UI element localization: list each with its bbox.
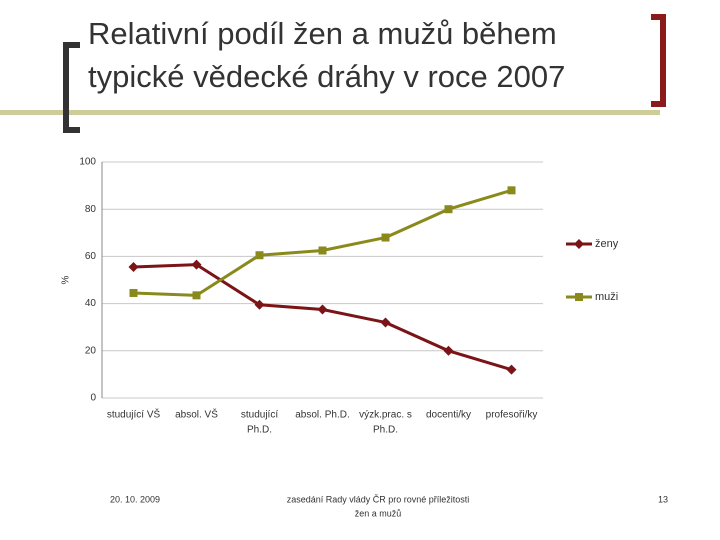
legend-marker: [574, 239, 584, 249]
y-tick-label: 40: [85, 298, 97, 309]
data-point: [255, 251, 264, 260]
footer-date: 20. 10. 2009: [110, 494, 160, 504]
legend-label: muži: [595, 291, 618, 303]
data-point: [317, 304, 328, 315]
series-line: [133, 188, 512, 297]
data-point: [507, 186, 516, 195]
y-axis-label: %: [61, 275, 72, 284]
data-point: [443, 345, 454, 356]
data-point: [192, 291, 201, 300]
title-rule: [0, 110, 660, 115]
data-point: [380, 317, 391, 328]
x-tick-label: Ph.D.: [373, 425, 398, 436]
data-point: [129, 288, 138, 297]
left-bracket: [63, 42, 80, 133]
x-tick-label: profesoři/ky: [486, 410, 538, 421]
data-point: [381, 233, 390, 242]
legend-marker: [575, 293, 583, 301]
x-tick-label: docenti/ky: [426, 410, 471, 421]
x-tick-label: absol. VŠ: [175, 408, 218, 421]
data-point: [318, 246, 327, 255]
y-tick-label: 60: [85, 251, 97, 262]
footer-text: žen a mužů: [355, 508, 402, 518]
y-tick-label: 80: [85, 204, 97, 215]
x-tick-label: studující VŠ: [107, 408, 161, 421]
y-tick-label: 20: [85, 345, 97, 356]
data-point: [128, 262, 139, 273]
data-point: [506, 364, 517, 375]
title-line: Relativní podíl žen a mužů během: [88, 16, 557, 51]
series-line: [133, 263, 512, 372]
x-tick-label: Ph.D.: [247, 425, 272, 436]
data-point: [254, 299, 265, 310]
x-tick-label: absol. Ph.D.: [295, 410, 349, 421]
x-tick-label: výzk.prac. s: [359, 410, 412, 421]
right-bracket: [651, 14, 666, 107]
page-number: 13: [658, 494, 668, 504]
data-point: [191, 259, 202, 270]
data-point: [444, 205, 453, 214]
legend-label: ženy: [595, 238, 619, 250]
footer-text: zasedání Rady vlády ČR pro rovné příleži…: [287, 494, 470, 504]
title-line: typické vědecké dráhy v roce 2007: [88, 59, 565, 94]
y-tick-label: 0: [90, 393, 96, 404]
x-tick-label: studující: [241, 410, 278, 421]
y-tick-label: 100: [79, 157, 96, 168]
